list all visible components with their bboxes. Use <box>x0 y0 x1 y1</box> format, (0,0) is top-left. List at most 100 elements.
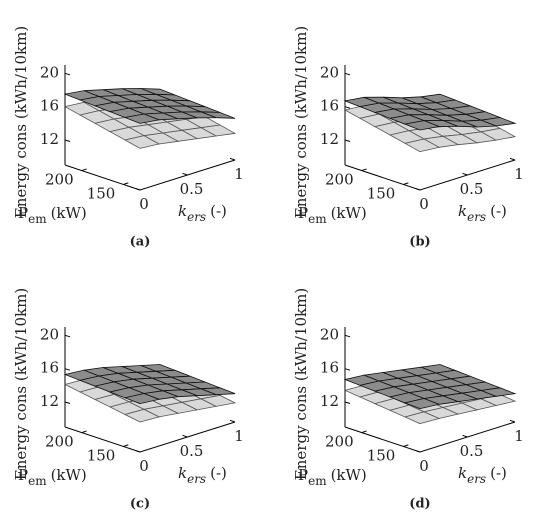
panel: 12 16 20 150 200 0 0.5 1 Energy cons (kWh/10km)P… <box>12 26 244 250</box>
surface-patch <box>403 138 441 153</box>
y-tick-label: 200 <box>45 171 74 189</box>
z-tick <box>64 72 71 76</box>
z-tick-label: 12 <box>40 392 59 410</box>
x-axis-label: kers (-) <box>458 464 507 486</box>
y-tick-label: 150 <box>367 446 396 464</box>
z-tick <box>64 334 71 338</box>
z-tick-label: 16 <box>40 359 59 377</box>
z-tick-label: 12 <box>40 130 59 148</box>
x-axis-label-subscript: ers <box>187 472 206 486</box>
x-axis-label-unit: (-) <box>210 464 227 482</box>
y-axis-label-symbol: P <box>18 466 28 484</box>
x-tick-label: 0.5 <box>460 180 484 198</box>
y-axis-label: Pem (kW) <box>298 204 367 226</box>
y-axis-label-subscript: em <box>308 212 327 226</box>
y-axis-label-symbol: P <box>298 466 308 484</box>
y-axis-label-subscript: em <box>28 212 47 226</box>
x-tick <box>462 172 468 176</box>
x-axis-label-symbol: k <box>458 464 467 482</box>
z-tick <box>344 334 351 338</box>
x-tick-label: 0 <box>139 457 149 475</box>
y-tick <box>361 168 367 172</box>
z-axis-label: Energy cons (kWh/10km) <box>292 288 310 480</box>
x-tick <box>182 434 188 438</box>
x-tick <box>182 172 188 176</box>
y-axis-label-subscript: em <box>28 474 47 488</box>
x-tick-label: 1 <box>514 427 524 445</box>
y-tick <box>123 444 129 447</box>
y-axis-label-unit: (kW) <box>331 204 367 222</box>
z-tick <box>344 368 351 371</box>
y-tick <box>81 168 87 172</box>
x-tick <box>462 434 468 438</box>
x-tick <box>509 419 516 423</box>
panel: 12 16 20 150 200 0 0.5 1 Energy cons (kWh/10km)P… <box>12 288 244 512</box>
z-tick-label: 12 <box>320 392 339 410</box>
y-axis-label: Pem (kW) <box>18 466 87 488</box>
y-tick <box>361 430 367 434</box>
y-tick <box>123 182 129 185</box>
z-tick-label: 20 <box>40 63 59 81</box>
panel: 12 16 20 150 200 0 0.5 1 Energy cons (kWh/10km)P… <box>292 288 524 512</box>
x-tick <box>229 419 236 423</box>
z-tick-label: 20 <box>320 63 339 81</box>
z-axis-label: Energy cons (kWh/10km) <box>292 26 310 218</box>
panel: 12 16 20 150 200 0 0.5 1 Energy cons (kWh/10km)P… <box>292 26 524 250</box>
y-axis-label-subscript: em <box>308 474 327 488</box>
x-axis-label-unit: (-) <box>490 464 507 482</box>
z-tick <box>64 368 71 371</box>
x-tick-label: 1 <box>514 165 524 183</box>
z-tick-label: 20 <box>320 325 339 343</box>
x-tick-label: 1 <box>234 165 244 183</box>
z-tick <box>64 401 71 404</box>
x-tick <box>414 187 421 191</box>
z-tick <box>344 401 351 404</box>
x-axis-label: kers (-) <box>178 202 227 224</box>
y-axis-label-unit: (kW) <box>331 466 367 484</box>
y-tick-label: 150 <box>367 184 396 202</box>
x-tick-label: 0 <box>419 457 429 475</box>
caption: (b) <box>409 235 430 250</box>
surface-patch <box>123 408 161 423</box>
x-tick-label: 0 <box>139 195 149 213</box>
y-tick-label: 200 <box>325 433 354 451</box>
z-tick-label: 12 <box>320 130 339 148</box>
x-axis-label-symbol: k <box>178 464 187 482</box>
x-axis-label: kers (-) <box>458 202 507 224</box>
caption: (c) <box>130 497 150 512</box>
y-tick <box>403 182 409 185</box>
z-tick <box>64 139 71 142</box>
surface-patch <box>123 113 161 124</box>
z-axis-label: Energy cons (kWh/10km) <box>12 26 30 218</box>
y-axis-label: Pem (kW) <box>298 466 367 488</box>
x-axis-label-subscript: ers <box>467 210 486 224</box>
x-tick <box>134 449 141 453</box>
y-tick-label: 150 <box>87 446 116 464</box>
x-tick <box>509 157 516 161</box>
caption: (d) <box>409 497 430 512</box>
x-tick-label: 0.5 <box>180 442 204 460</box>
x-axis-label-symbol: k <box>178 202 187 220</box>
z-axis-label: Energy cons (kWh/10km) <box>12 288 30 480</box>
caption: (a) <box>130 235 151 250</box>
x-axis-label-subscript: ers <box>187 210 206 224</box>
x-tick-label: 1 <box>234 427 244 445</box>
x-tick-label: 0 <box>419 195 429 213</box>
x-tick <box>414 449 421 453</box>
x-tick-label: 0.5 <box>180 180 204 198</box>
surface-patch <box>403 411 441 425</box>
y-axis-label: Pem (kW) <box>18 204 87 226</box>
y-axis-label-unit: (kW) <box>51 204 87 222</box>
y-tick-label: 200 <box>45 433 74 451</box>
y-tick-label: 200 <box>325 171 354 189</box>
z-tick-label: 16 <box>40 97 59 115</box>
y-tick-label: 150 <box>87 184 116 202</box>
z-tick <box>344 106 351 109</box>
z-tick-label: 16 <box>320 97 339 115</box>
y-axis-label-symbol: P <box>18 204 28 222</box>
z-tick <box>344 139 351 142</box>
x-axis-label-subscript: ers <box>467 472 486 486</box>
x-axis-label-symbol: k <box>458 202 467 220</box>
z-tick-label: 16 <box>320 359 339 377</box>
